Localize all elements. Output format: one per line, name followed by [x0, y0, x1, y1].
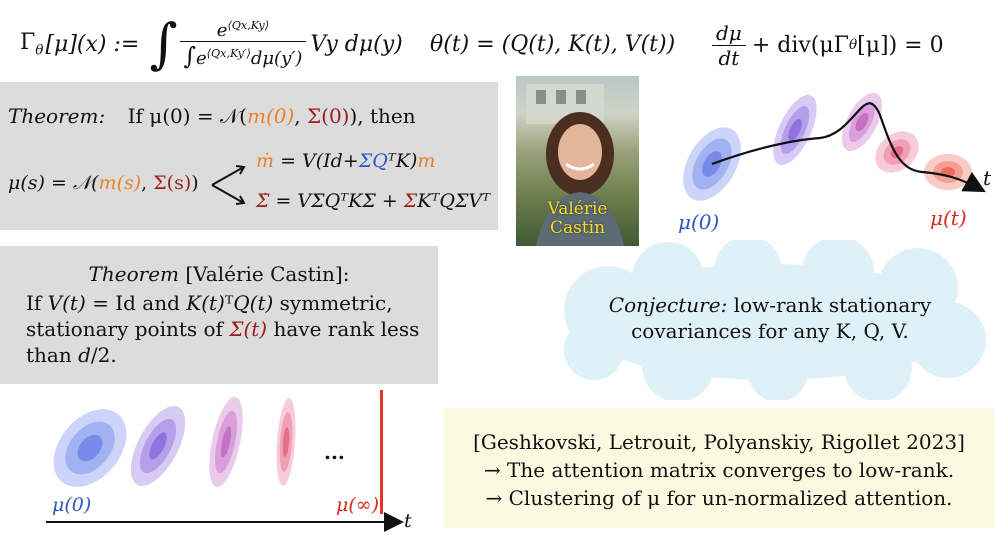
collapse-end-label: μ(∞) [336, 494, 380, 516]
portrait-caption: Valérie Castin [547, 199, 608, 238]
gaussian-3 [841, 92, 883, 152]
theorem2-line1: If V(t) = Id and K(t)ᵀQ(t) symmetric, [26, 291, 393, 315]
portrait-photo: Valérie Castin [516, 76, 639, 246]
collapse-ellipsis: ... [324, 440, 345, 464]
gamma-arg: [μ](x) := [45, 31, 140, 57]
collapse-gaussian-3 [209, 396, 243, 488]
continuity-end: [μ]) = 0 [857, 32, 944, 58]
gamma-formula: Γθ [μ](x) := ∫ e⟨Qx,Ky⟩ ∫e⟨Qx,Ky′⟩dμ(y′)… [20, 8, 403, 80]
branch-arrows [211, 165, 246, 205]
gamma-symbol: Γθ [20, 29, 44, 59]
gaussian-4 [875, 131, 919, 173]
theorem2-box [0, 246, 438, 384]
div-term: + div(μΓ [751, 32, 849, 58]
collapse-gaussian-4 [276, 398, 296, 486]
continuity-equation: dμ dt + div(μΓ θ [μ]) = 0 [712, 14, 944, 76]
softmax-fraction: e⟨Qx,Ky⟩ ∫e⟨Qx,Ky′⟩dμ(y′) [179, 19, 307, 70]
gaussian-flow-diagram [683, 92, 986, 201]
theorem1-statement: Theorem: If μ(0) = 𝒩(m(0), Σ(0)), then [8, 104, 416, 128]
conjecture-cloud [564, 240, 986, 400]
portrait-figure [526, 84, 624, 246]
reference-point-1: → The attention matrix converges to low-… [483, 458, 955, 482]
gaussian-2 [773, 94, 817, 166]
reference-citation: [Geshkovski, Letrouit, Polyanskiy, Rigol… [473, 430, 965, 454]
trajectory-curve [711, 102, 986, 193]
collapse-start-label: μ(0) [52, 494, 92, 516]
flow-start-label: μ(0) [678, 210, 720, 234]
theorem2-title: Theorem [Valérie Castin]: [88, 262, 350, 286]
covariance-collapse-diagram [46, 390, 404, 532]
collapse-gaussian-2 [130, 406, 186, 486]
theorem2-body: If V(t) = Id and K(t)ᵀQ(t) symmetric, st… [26, 290, 419, 368]
theorem1-box [0, 82, 498, 230]
collapse-axis-label: t [404, 510, 412, 532]
covariance-ode: Σ̇ = VΣQᵀKΣ + ΣKᵀQΣVᵀ [256, 190, 491, 212]
reference-box [444, 408, 994, 528]
mean-ode: ṁ = V(Id+ΣQᵀK)m [256, 150, 436, 172]
gamma-tail: Vy dμ(y) [310, 31, 403, 57]
reference-point-2: → Clustering of μ for un-normalized atte… [485, 486, 953, 510]
mu-s-definition: μ(s) = 𝒩(m(s), Σ(s)) [8, 172, 199, 194]
reference-text: [Geshkovski, Letrouit, Polyanskiy, Rigol… [444, 428, 994, 512]
collapse-degenerate-line [380, 390, 383, 514]
theta-definition: θ(t) = (Q(t), K(t), V(t)) [430, 32, 676, 57]
theorem2-line3: than d/2. [26, 343, 117, 367]
integral-sign: ∫ [149, 12, 178, 75]
time-derivative: dμ dt [712, 21, 746, 70]
flow-axis-label: t [983, 166, 992, 190]
conjecture-text: Conjecture: low-rank stationary covarian… [608, 293, 932, 343]
theorem2-line2: stationary points of Σ(t) have rank less [26, 317, 420, 341]
flow-end-label: μ(t) [930, 206, 967, 230]
collapse-gaussian-1 [53, 409, 127, 487]
